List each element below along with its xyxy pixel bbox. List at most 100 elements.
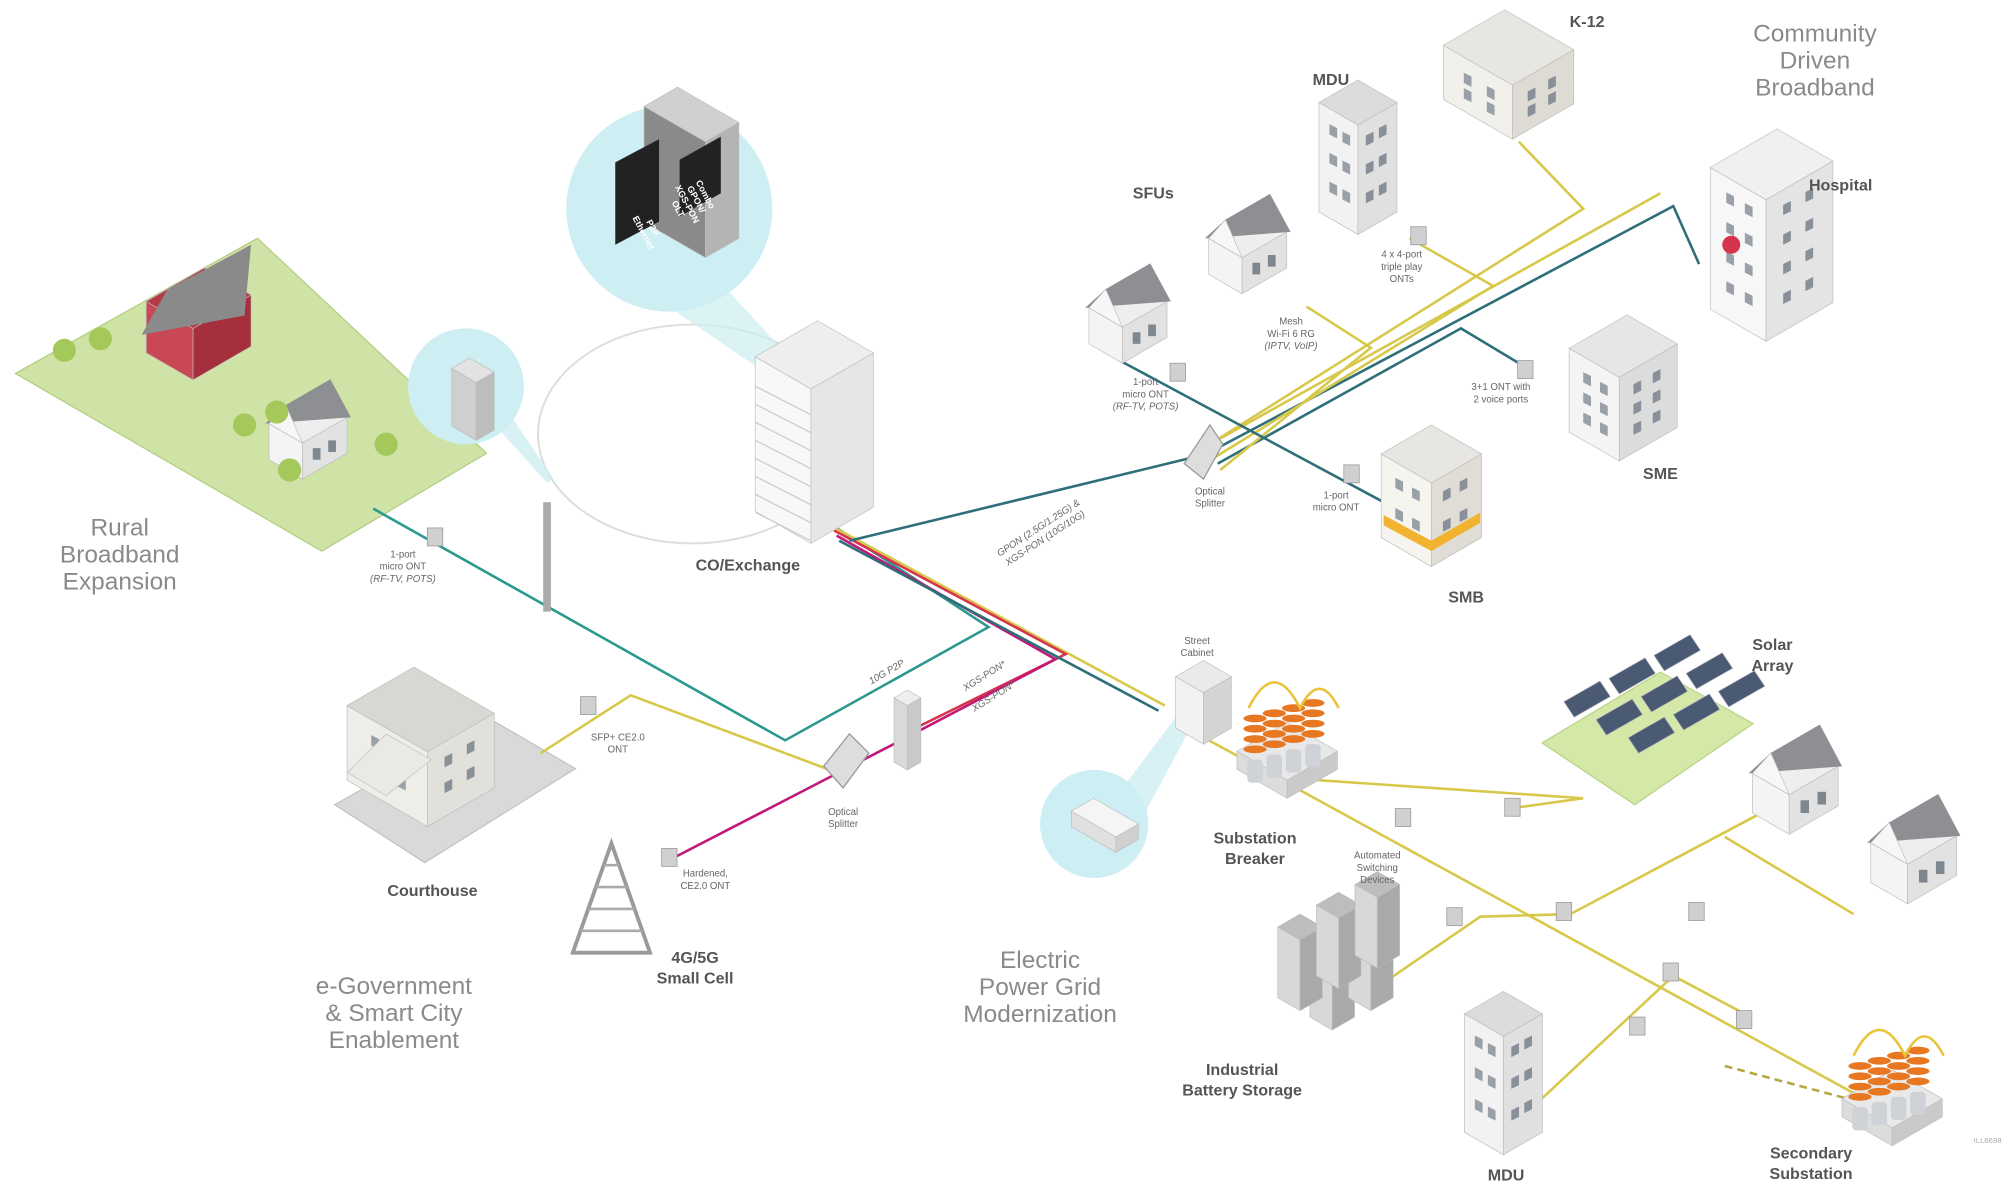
text-line: 1-port [1323, 490, 1349, 501]
text-line: Industrial [1206, 1061, 1278, 1079]
insulator [1887, 1062, 1910, 1070]
insulator [1906, 1078, 1929, 1086]
splitter-cabinet [894, 690, 921, 770]
node-label: SME [1643, 465, 1678, 483]
text-line: Optical [828, 807, 858, 818]
insulator [1848, 1093, 1871, 1101]
optical-splitter [824, 734, 869, 788]
transformer [1267, 754, 1282, 777]
text-line: Wi-Fi 6 RG [1267, 329, 1315, 340]
left-face [1355, 884, 1377, 968]
insulator [1868, 1067, 1891, 1075]
insulator [1263, 730, 1286, 738]
text-line: Substation [1213, 829, 1296, 847]
text-line: (IPTV, VoIP) [1265, 341, 1318, 352]
cell-tower [573, 843, 650, 952]
text-line: Power Grid [979, 974, 1101, 1001]
insulator [1263, 740, 1286, 748]
insulator [1868, 1057, 1891, 1065]
street-cabinet [1176, 661, 1232, 745]
insulator [1906, 1067, 1929, 1075]
ont-device [427, 528, 442, 546]
window [328, 440, 336, 452]
hospital-building [1710, 129, 1833, 341]
insulator [1848, 1062, 1871, 1070]
left-face [1464, 1014, 1503, 1155]
left-face [1278, 927, 1300, 1011]
ont-device [1411, 227, 1426, 245]
tree [265, 400, 288, 423]
text-line: Rural [91, 515, 149, 542]
insulator [1868, 1078, 1891, 1086]
text-line: SME [1643, 465, 1678, 483]
text-line: micro ONT [1122, 389, 1169, 400]
mdu-building [1464, 991, 1542, 1154]
solar-panel [1686, 653, 1732, 689]
ont-device [662, 848, 677, 866]
text-line: Expansion [63, 569, 177, 596]
text-line: Modernization [963, 1001, 1117, 1028]
text-line: SFUs [1133, 184, 1174, 202]
text-line: e-Government [316, 973, 472, 1000]
text-line: Substation [1770, 1165, 1853, 1182]
left-face [1319, 103, 1358, 235]
annotation: Hardened,CE2.0 ONT [680, 869, 730, 892]
text-line: (RF-TV, POTS) [1113, 402, 1179, 413]
text-line: Cabinet [1180, 648, 1214, 659]
ont-device [1663, 963, 1678, 981]
house [1749, 725, 1843, 835]
annotation: 3+1 ONT with2 voice ports [1471, 382, 1530, 405]
text-line: 1-port [1133, 377, 1159, 388]
transformer [1305, 744, 1320, 767]
insulator [1848, 1072, 1871, 1080]
text-line: ONT [608, 745, 628, 756]
window [1252, 263, 1260, 275]
node-label: CO/Exchange [696, 556, 801, 574]
text-line: Electric [1000, 947, 1080, 974]
text-line: micro ONT [380, 562, 427, 573]
text-line: Breaker [1225, 850, 1286, 868]
region-title: CommunityDrivenBroadband [1753, 20, 1877, 101]
text-line: Broadband [1755, 74, 1875, 101]
transformer [1852, 1107, 1867, 1130]
annotation: MeshWi-Fi 6 RG(IPTV, VoIP) [1265, 317, 1318, 352]
text-line: Small Cell [657, 970, 734, 988]
insulator [1263, 709, 1286, 717]
insulator [1243, 725, 1266, 733]
text-line: Courthouse [387, 882, 477, 900]
solar-panel [1654, 635, 1700, 671]
insulator [1243, 745, 1266, 753]
text-line: Splitter [828, 819, 859, 830]
text-line: Enablement [329, 1027, 460, 1054]
text-line: CE2.0 ONT [680, 881, 730, 892]
page: {"regions":[{"lines":["Rural","Broadband… [0, 0, 2008, 1182]
annotation: SFP+ CE2.0ONT [591, 732, 645, 755]
right-face [1377, 884, 1399, 968]
insulator [1301, 730, 1324, 738]
text-line: MDU [1488, 1167, 1525, 1182]
left-face [894, 698, 907, 770]
node-label: MDU [1313, 71, 1350, 89]
bus-bar [1854, 1030, 1944, 1056]
tree [53, 339, 76, 362]
node-label: IndustrialBattery Storage [1182, 1061, 1302, 1100]
node-label: K-12 [1570, 13, 1605, 31]
node-label: SFUs [1133, 184, 1174, 202]
ont-device [1556, 902, 1571, 920]
ont-device [1736, 1011, 1751, 1029]
house [1867, 794, 1961, 904]
left-face [1316, 905, 1338, 989]
drawing-id: ILL6698 [1974, 1136, 2002, 1145]
right-face [476, 372, 494, 440]
text-line: Hospital [1809, 177, 1872, 195]
insulator [1243, 735, 1266, 743]
text-line: K-12 [1570, 13, 1605, 31]
mdu-building [1319, 80, 1397, 234]
window [1936, 861, 1944, 874]
text-line: CO/Exchange [696, 556, 801, 574]
left-face [755, 357, 811, 544]
window [1801, 800, 1809, 813]
tower-frame [573, 843, 650, 952]
